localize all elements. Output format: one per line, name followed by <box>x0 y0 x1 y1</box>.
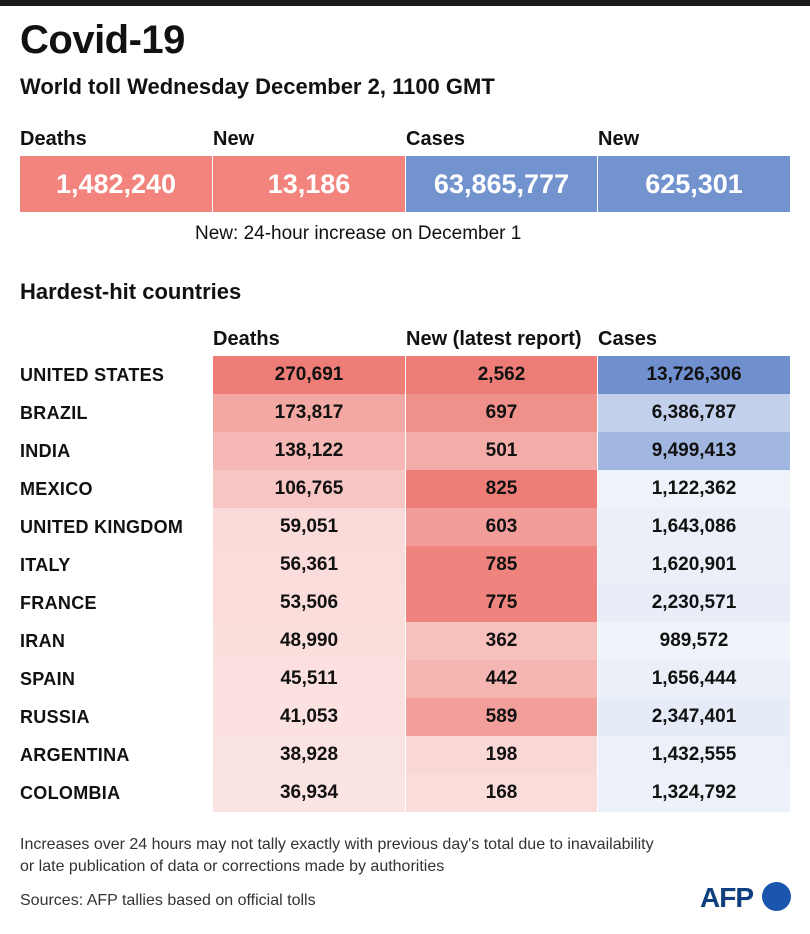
afp-logo: AFP <box>700 880 795 916</box>
afp-logo-text: AFP <box>700 882 754 913</box>
country-name: RUSSIA <box>20 707 90 727</box>
top-rule <box>0 0 810 6</box>
country-name: UNITED KINGDOM <box>20 517 184 537</box>
deaths-cell: 270,691 <box>213 356 405 394</box>
deaths-cell: 56,361 <box>213 546 405 584</box>
deaths-cell: 173,817 <box>213 394 405 432</box>
page-title: Covid-19 <box>20 18 185 62</box>
summary-note: New: 24-hour increase on December 1 <box>195 223 522 244</box>
cases-cell: 1,324,792 <box>598 774 790 812</box>
table-row: BRAZIL 173,817 697 6,386,787 <box>0 394 810 432</box>
country-name: ARGENTINA <box>20 745 130 765</box>
summary-value-new-cases: 625,301 <box>598 156 790 212</box>
table-row: UNITED KINGDOM 59,051 603 1,643,086 <box>0 508 810 546</box>
new-cell: 589 <box>406 698 597 736</box>
country-name: BRAZIL <box>20 403 88 423</box>
new-cell: 775 <box>406 584 597 622</box>
deaths-cell: 41,053 <box>213 698 405 736</box>
deaths-cell: 38,928 <box>213 736 405 774</box>
table-row: INDIA 138,122 501 9,499,413 <box>0 432 810 470</box>
deaths-cell: 36,934 <box>213 774 405 812</box>
deaths-cell: 53,506 <box>213 584 405 622</box>
cases-cell: 6,386,787 <box>598 394 790 432</box>
section-title: Hardest-hit countries <box>20 279 242 304</box>
new-cell: 168 <box>406 774 597 812</box>
cases-cell: 2,230,571 <box>598 584 790 622</box>
summary-value-deaths: 1,482,240 <box>20 156 212 212</box>
new-cell: 785 <box>406 546 597 584</box>
cases-cell: 13,726,306 <box>598 356 790 394</box>
cases-cell: 1,643,086 <box>598 508 790 546</box>
new-cell: 362 <box>406 622 597 660</box>
table-row: SPAIN 45,511 442 1,656,444 <box>0 660 810 698</box>
deaths-cell: 138,122 <box>213 432 405 470</box>
table-row: FRANCE 53,506 775 2,230,571 <box>0 584 810 622</box>
new-cell: 697 <box>406 394 597 432</box>
country-name: COLOMBIA <box>20 783 121 803</box>
cases-cell: 1,620,901 <box>598 546 790 584</box>
cases-cell: 1,122,362 <box>598 470 790 508</box>
summary-label-cases: Cases <box>406 128 465 150</box>
afp-logo-dot-icon <box>762 882 791 911</box>
cases-cell: 1,656,444 <box>598 660 790 698</box>
summary-label-new-deaths: New <box>213 128 255 150</box>
new-cell: 198 <box>406 736 597 774</box>
country-name: SPAIN <box>20 669 76 689</box>
new-cell: 2,562 <box>406 356 597 394</box>
new-cell: 442 <box>406 660 597 698</box>
deaths-cell: 59,051 <box>213 508 405 546</box>
table-row: RUSSIA 41,053 589 2,347,401 <box>0 698 810 736</box>
page-subtitle: World toll Wednesday December 2, 1100 GM… <box>20 74 495 99</box>
summary-label-deaths: Deaths <box>20 128 87 150</box>
country-name: MEXICO <box>20 479 93 499</box>
footnote: Increases over 24 hours may not tally ex… <box>20 834 654 878</box>
cases-cell: 9,499,413 <box>598 432 790 470</box>
table-row: MEXICO 106,765 825 1,122,362 <box>0 470 810 508</box>
sources: Sources: AFP tallies based on official t… <box>20 892 316 909</box>
summary-value-cases: 63,865,777 <box>406 156 597 212</box>
table-row: ARGENTINA 38,928 198 1,432,555 <box>0 736 810 774</box>
cases-cell: 2,347,401 <box>598 698 790 736</box>
country-name: ITALY <box>20 555 71 575</box>
cases-cell: 1,432,555 <box>598 736 790 774</box>
deaths-cell: 45,511 <box>213 660 405 698</box>
summary-label-new-cases: New <box>598 128 640 150</box>
footnote-line-1: Increases over 24 hours may not tally ex… <box>20 836 654 853</box>
country-table: UNITED STATES 270,691 2,562 13,726,306 BRAZI… <box>0 356 810 812</box>
column-header-new: New (latest report) <box>406 328 582 350</box>
column-header-cases: Cases <box>598 328 657 350</box>
summary-value-new-deaths: 13,186 <box>213 156 405 212</box>
column-header-deaths: Deaths <box>213 328 280 350</box>
table-row: COLOMBIA 36,934 168 1,324,792 <box>0 774 810 812</box>
country-name: FRANCE <box>20 593 97 613</box>
cases-cell: 989,572 <box>598 622 790 660</box>
new-cell: 603 <box>406 508 597 546</box>
new-cell: 501 <box>406 432 597 470</box>
country-name: UNITED STATES <box>20 365 165 385</box>
table-row: IRAN 48,990 362 989,572 <box>0 622 810 660</box>
new-cell: 825 <box>406 470 597 508</box>
table-row: UNITED STATES 270,691 2,562 13,726,306 <box>0 356 810 394</box>
deaths-cell: 48,990 <box>213 622 405 660</box>
deaths-cell: 106,765 <box>213 470 405 508</box>
country-name: INDIA <box>20 441 71 461</box>
table-row: ITALY 56,361 785 1,620,901 <box>0 546 810 584</box>
country-name: IRAN <box>20 631 66 651</box>
footnote-line-2: or late publication of data or correctio… <box>20 858 445 875</box>
